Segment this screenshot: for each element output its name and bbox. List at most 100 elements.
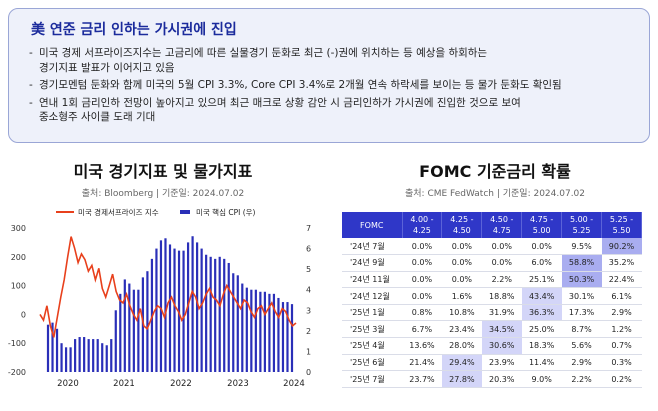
table-row: '25년 3월 6.7% 23.4% 34.5% 25.0% 8.7% 1.2% [342, 320, 642, 339]
cpi-bar [119, 293, 122, 372]
right-axis-tick-label: 5 [306, 265, 311, 274]
cpi-bar [164, 238, 167, 372]
cpi-bar [110, 339, 113, 372]
probability-cell: 30.1% [561, 287, 602, 305]
summary-bullet-3: - 연내 1회 금리인하 전망이 높아지고 있으며 최근 매크로 상황 감안 시 … [29, 96, 521, 124]
cpi-bar [277, 297, 280, 372]
chart-title: 미국 경기지표 및 물가지표 [73, 162, 253, 181]
probability-cell: 6.7% [402, 320, 442, 339]
cpi-bar [101, 343, 104, 372]
meeting-label: '24년 12월 [342, 287, 402, 305]
meeting-label: '25년 6월 [342, 354, 402, 372]
probability-cell: 0.0% [481, 238, 522, 256]
probability-cell: 0.0% [481, 254, 522, 272]
cpi-bar [232, 273, 235, 372]
legend-label-surprise: 미국 경제서프라이즈 지수 [78, 207, 159, 217]
probability-cell: 6.1% [601, 287, 642, 305]
table-row: '25년 6월 21.4% 29.4% 23.9% 11.4% 2.9% 0.3% [342, 354, 642, 372]
probability-cell: 31.9% [481, 304, 522, 322]
summary-box: 美 연준 금리 인하는 가시권에 진입 - 미국 경제 서프라이즈지수는 고금리에… [8, 8, 650, 143]
cpi-bar [223, 258, 226, 372]
cpi-bar [191, 236, 194, 372]
cpi-bar [146, 271, 149, 372]
cpi-bar [227, 262, 230, 372]
legend-label-cpi: 미국 핵심 CPI (우) [196, 207, 256, 217]
cpi-bar [290, 304, 294, 372]
cpi-bar [272, 293, 276, 372]
probability-cell: 6.0% [521, 254, 562, 272]
probability-cell: 0.7% [601, 337, 642, 355]
probability-cell: 2.9% [561, 354, 602, 372]
cpi-bar [69, 347, 72, 372]
cpi-bar [263, 291, 266, 372]
left-axis-tick-label: -100 [8, 339, 26, 348]
cpi-bar [205, 254, 208, 372]
right-axis-tick-label: 3 [306, 306, 311, 315]
probability-cell: 0.0% [402, 254, 442, 272]
economic-indicators-panel: 미국 경기지표 및 물가지표 출처: Bloomberg | 기준일: 2024… [0, 150, 326, 411]
probability-cell: 0.0% [521, 238, 562, 256]
meeting-label: '24년 9월 [342, 254, 402, 272]
table-header-fomc: FOMC [342, 212, 403, 238]
fomc-probability-table: FOMC 4.00 - 4.25 4.25 - 4.50 4.50 - 4.75 4.7… [342, 212, 642, 388]
probability-cell: 0.0% [402, 287, 442, 305]
left-axis-tick-label: 0 [21, 310, 26, 319]
table-source: 출처: CME FedWatch | 기준일: 2024.07.02 [404, 189, 586, 199]
probability-cell: 18.3% [521, 337, 562, 355]
probability-cell: 25.0% [521, 320, 562, 339]
probability-cell: 43.4% [521, 287, 562, 305]
probability-cell: 8.7% [561, 320, 602, 339]
summary-bullet-2: - 경기모멘텀 둔화와 함께 미국의 5월 CPI 3.3%, Core CPI … [29, 79, 562, 91]
cpi-bar [78, 337, 81, 372]
cpi-bar [55, 328, 59, 372]
table-header-range: 4.75 - 5.00 [521, 212, 563, 238]
chart-source: 출처: Bloomberg | 기준일: 2024.07.02 [81, 189, 245, 199]
probability-cell: 0.8% [402, 304, 442, 322]
left-axis-tick-label: 300 [11, 224, 26, 233]
probability-cell: 34.5% [481, 320, 522, 339]
cpi-bar [236, 275, 239, 372]
meeting-label: '24년 7월 [342, 238, 402, 256]
probability-cell: 18.8% [481, 287, 522, 305]
probability-cell: 2.2% [481, 271, 522, 289]
cpi-bar [74, 339, 77, 372]
probability-cell: 1.6% [441, 287, 482, 305]
probability-cell: 27.8% [441, 370, 482, 388]
probability-cell: 21.4% [402, 354, 442, 372]
cpi-bar [51, 322, 54, 372]
probability-cell: 10.8% [441, 304, 482, 322]
right-axis-tick-label: 0 [306, 368, 311, 377]
probability-cell: 0.0% [441, 271, 482, 289]
table-header-range: 4.00 - 4.25 [402, 212, 443, 238]
cpi-bar [159, 240, 163, 372]
meeting-label: '25년 1월 [342, 304, 402, 322]
cpi-bar [182, 250, 185, 372]
probability-cell: 2.9% [601, 304, 642, 322]
fomc-probability-panel: FOMC 기준금리 확률 출처: CME FedWatch | 기준일: 202… [332, 150, 658, 411]
table-header-range: 5.00 - 5.25 [561, 212, 603, 238]
probability-cell: 28.0% [441, 337, 482, 355]
cpi-bar [96, 339, 99, 372]
table-row: '24년 9월 0.0% 0.0% 0.0% 6.0% 58.8% 35.2% [342, 254, 642, 272]
cpi-bar [254, 289, 257, 372]
probability-cell: 9.0% [521, 370, 562, 388]
right-axis-tick-label: 4 [306, 286, 311, 295]
cpi-bar [214, 258, 217, 372]
probability-cell: 0.0% [441, 254, 482, 272]
cpi-bar [168, 244, 172, 372]
left-axis-tick-label: 100 [11, 282, 26, 291]
table-row: '24년 7월 0.0% 0.0% 0.0% 0.0% 9.5% 90.2% [342, 238, 642, 256]
cpi-bar [155, 248, 158, 372]
right-axis-tick-label: 7 [306, 224, 311, 233]
probability-cell: 90.2% [601, 238, 642, 256]
cpi-bar [286, 302, 289, 372]
meeting-label: '25년 3월 [342, 320, 402, 339]
probability-cell: 2.2% [561, 370, 602, 388]
cpi-bar [218, 256, 221, 372]
meeting-label: '25년 4월 [342, 337, 402, 355]
cpi-bar [250, 289, 253, 372]
cpi-bar [92, 339, 95, 372]
cpi-bar [173, 248, 176, 372]
cpi-bar [64, 347, 68, 372]
summary-title: 美 연준 금리 인하는 가시권에 진입 [31, 22, 237, 38]
